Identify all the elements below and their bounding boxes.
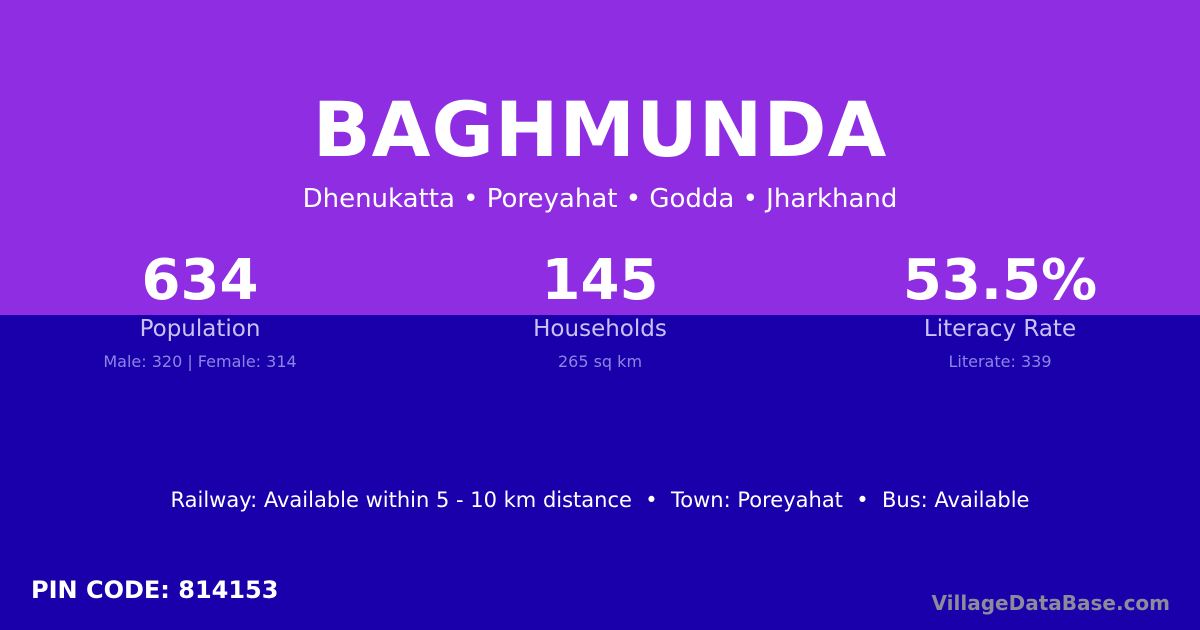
stat-value: 53.5% xyxy=(902,248,1098,313)
stat-label: Households xyxy=(533,316,667,342)
pin-code: PIN CODE: 814153 xyxy=(31,576,279,604)
stat-subtext: Literate: 339 xyxy=(948,352,1052,371)
stat-label: Population xyxy=(139,316,261,342)
stat-literacy: 53.5% Literacy Rate Literate: 339 xyxy=(800,248,1200,374)
stat-households: 145 Households 265 sq km xyxy=(400,248,800,374)
brand-watermark: VillageDataBase.com xyxy=(931,591,1170,615)
stat-label: Literacy Rate xyxy=(923,316,1077,342)
stat-population: 634 Population Male: 320 | Female: 314 xyxy=(0,248,400,374)
stat-value: 634 xyxy=(141,248,259,313)
stat-value: 145 xyxy=(541,248,659,313)
stat-subtext: 265 sq km xyxy=(557,352,643,371)
header-band xyxy=(0,0,1200,315)
stat-subtext: Male: 320 | Female: 314 xyxy=(103,352,297,371)
village-name: BAGHMUNDA xyxy=(312,85,888,174)
location-breadcrumb: Dhenukatta • Poreyahat • Godda • Jharkha… xyxy=(302,184,898,214)
transport-info: Railway: Available within 5 - 10 km dist… xyxy=(170,488,1030,512)
